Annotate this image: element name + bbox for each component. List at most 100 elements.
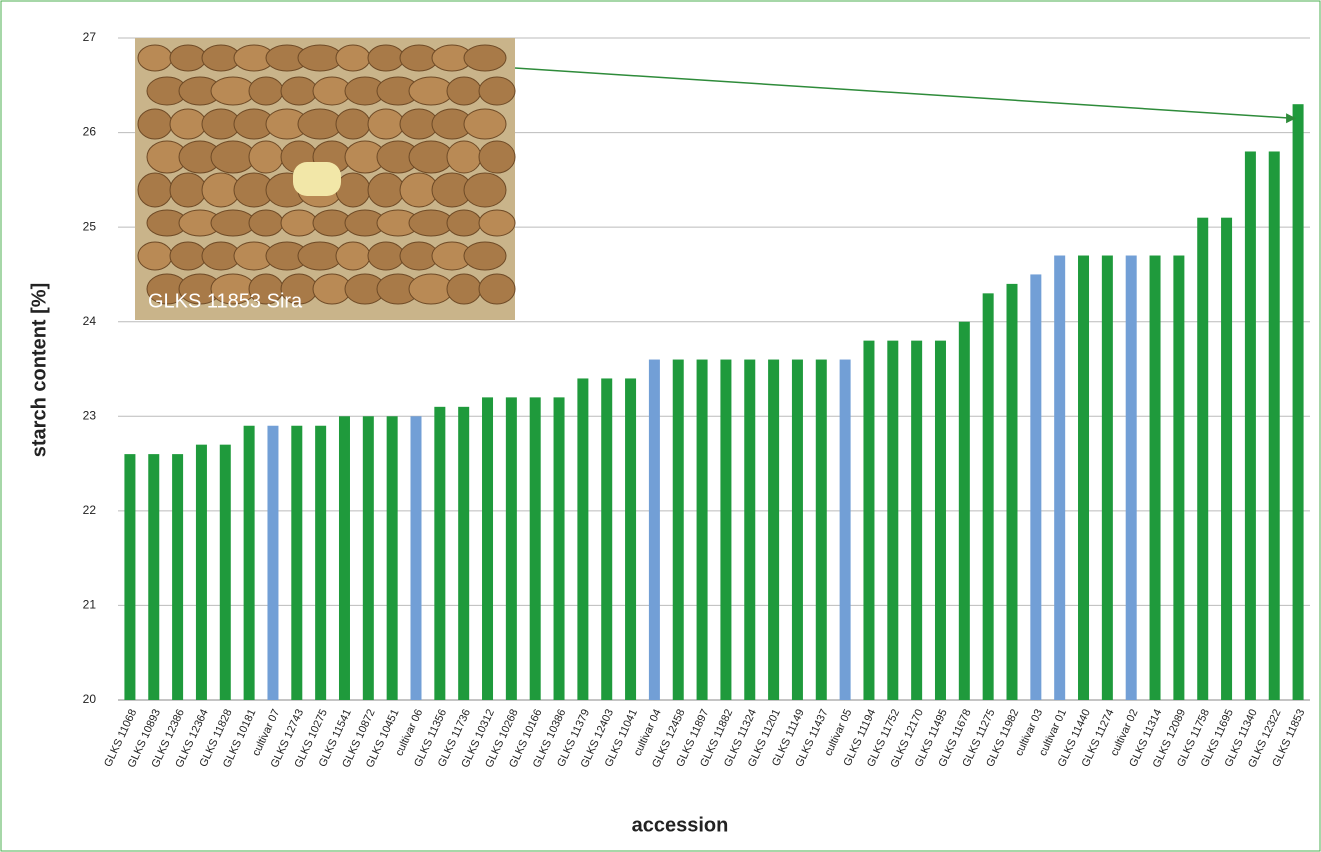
bar <box>243 425 255 700</box>
potato <box>297 44 343 72</box>
potato <box>248 209 284 237</box>
bar <box>672 359 684 700</box>
potato <box>297 241 343 271</box>
potato <box>478 273 516 305</box>
bar <box>362 416 374 700</box>
bar <box>1006 283 1018 700</box>
potato <box>478 209 516 237</box>
bar <box>982 293 994 700</box>
bar <box>911 340 923 700</box>
y-tick-label: 20 <box>83 692 97 706</box>
potato <box>478 76 516 106</box>
arrow-head <box>1286 113 1297 124</box>
bar <box>720 359 732 700</box>
potato <box>408 209 454 237</box>
potato <box>463 172 507 208</box>
bar <box>1197 217 1209 700</box>
cut-potato <box>293 162 341 196</box>
bar <box>791 359 803 700</box>
bar <box>648 359 660 700</box>
potato <box>335 108 371 140</box>
bar <box>1244 151 1256 700</box>
y-tick-label: 27 <box>83 30 97 44</box>
potato <box>248 76 284 106</box>
potato <box>280 76 318 106</box>
bar <box>887 340 899 700</box>
bar <box>1173 255 1185 700</box>
potato <box>137 241 173 271</box>
bar <box>338 416 350 700</box>
bar <box>958 321 970 700</box>
bar <box>696 359 708 700</box>
bar <box>768 359 780 700</box>
bar <box>482 397 494 700</box>
potato <box>137 172 173 208</box>
potato <box>367 108 405 140</box>
bar <box>863 340 875 700</box>
y-tick-label: 25 <box>83 219 97 233</box>
y-tick-label: 23 <box>83 408 97 422</box>
potato <box>297 108 343 140</box>
bar <box>195 444 207 700</box>
potato <box>446 273 482 305</box>
bar <box>315 425 327 700</box>
potato <box>367 172 405 208</box>
potato <box>446 76 482 106</box>
bar <box>1149 255 1161 700</box>
potato <box>169 241 207 271</box>
potato <box>463 108 507 140</box>
bar <box>1030 274 1042 700</box>
photo: GLKS 11853 Sira <box>135 38 516 320</box>
bar <box>839 359 851 700</box>
potato <box>335 172 371 208</box>
potato <box>210 209 256 237</box>
potato <box>169 172 207 208</box>
bar <box>124 454 136 700</box>
potato <box>137 108 173 140</box>
potato <box>280 209 318 237</box>
bar <box>934 340 946 700</box>
y-tick-label: 26 <box>83 125 97 139</box>
bar <box>1292 104 1304 700</box>
potato <box>367 44 405 72</box>
y-tick-label: 21 <box>83 598 97 612</box>
bar <box>505 397 517 700</box>
bar <box>1125 255 1137 700</box>
potato <box>367 241 405 271</box>
bar <box>1054 255 1066 700</box>
potato <box>335 241 371 271</box>
potato <box>169 44 207 72</box>
potato <box>408 140 454 174</box>
y-tick-label: 24 <box>83 314 97 328</box>
potato <box>210 76 256 106</box>
bar <box>291 425 303 700</box>
bar <box>601 378 613 700</box>
photo-caption: GLKS 11853 Sira <box>148 290 303 312</box>
bar <box>219 444 231 700</box>
potato <box>137 44 173 72</box>
arrow <box>514 67 1293 119</box>
bar <box>744 359 756 700</box>
y-axis-label: starch content [%] <box>28 283 50 457</box>
bar <box>386 416 398 700</box>
x-axis-label: accession <box>632 814 729 836</box>
potato <box>478 140 516 174</box>
potato <box>446 140 482 174</box>
potato <box>408 273 454 305</box>
bar <box>1101 255 1113 700</box>
potato <box>248 140 284 174</box>
bar <box>410 416 422 700</box>
bar <box>1268 151 1280 700</box>
bar <box>553 397 565 700</box>
bar <box>625 378 637 700</box>
potato <box>335 44 371 72</box>
bar <box>458 406 470 700</box>
potato <box>210 140 256 174</box>
potato <box>169 108 207 140</box>
potato <box>408 76 454 106</box>
bar <box>434 406 446 700</box>
potato <box>463 44 507 72</box>
bar <box>172 454 184 700</box>
potato <box>463 241 507 271</box>
